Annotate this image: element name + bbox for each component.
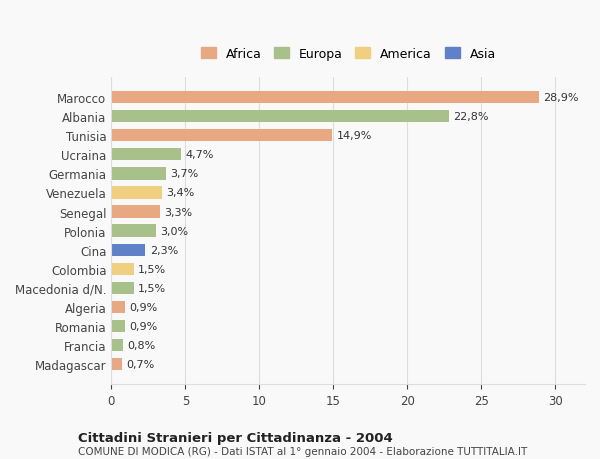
- Bar: [112, 301, 125, 313]
- Text: 14,9%: 14,9%: [337, 131, 372, 141]
- Text: 0,8%: 0,8%: [128, 341, 156, 350]
- Text: 0,7%: 0,7%: [126, 359, 154, 369]
- Legend: Africa, Europa, America, Asia: Africa, Europa, America, Asia: [197, 44, 500, 64]
- Bar: [112, 320, 125, 333]
- Text: 2,3%: 2,3%: [150, 245, 178, 255]
- Text: 4,7%: 4,7%: [185, 150, 214, 160]
- Bar: [112, 92, 539, 104]
- Text: COMUNE DI MODICA (RG) - Dati ISTAT al 1° gennaio 2004 - Elaborazione TUTTITALIA.: COMUNE DI MODICA (RG) - Dati ISTAT al 1°…: [78, 447, 527, 456]
- Bar: [112, 263, 134, 275]
- Bar: [112, 282, 134, 295]
- Bar: [112, 111, 449, 123]
- Bar: [112, 168, 166, 180]
- Bar: [112, 244, 145, 257]
- Bar: [112, 130, 332, 142]
- Text: 3,0%: 3,0%: [160, 226, 188, 236]
- Text: 3,7%: 3,7%: [170, 169, 199, 179]
- Bar: [112, 358, 122, 371]
- Bar: [112, 225, 156, 237]
- Text: 1,5%: 1,5%: [138, 264, 166, 274]
- Text: 28,9%: 28,9%: [544, 93, 579, 103]
- Bar: [112, 206, 160, 218]
- Text: 22,8%: 22,8%: [453, 112, 489, 122]
- Text: 3,4%: 3,4%: [166, 188, 194, 198]
- Text: 3,3%: 3,3%: [164, 207, 193, 217]
- Text: 0,9%: 0,9%: [129, 321, 157, 331]
- Text: 1,5%: 1,5%: [138, 283, 166, 293]
- Bar: [112, 339, 123, 352]
- Bar: [112, 187, 161, 199]
- Text: 0,9%: 0,9%: [129, 302, 157, 312]
- Bar: [112, 149, 181, 161]
- Text: Cittadini Stranieri per Cittadinanza - 2004: Cittadini Stranieri per Cittadinanza - 2…: [78, 431, 393, 444]
